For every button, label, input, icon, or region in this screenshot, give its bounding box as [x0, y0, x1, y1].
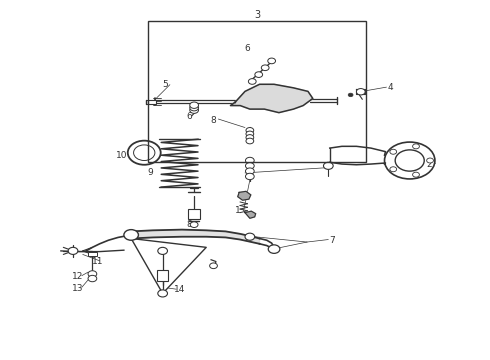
- Text: 8: 8: [186, 220, 192, 229]
- Circle shape: [246, 135, 254, 140]
- Circle shape: [124, 230, 138, 240]
- Circle shape: [245, 163, 254, 169]
- Circle shape: [158, 290, 168, 297]
- Circle shape: [268, 245, 280, 253]
- Circle shape: [356, 89, 365, 95]
- Circle shape: [190, 107, 198, 113]
- Bar: [148, 100, 156, 104]
- Circle shape: [395, 150, 424, 171]
- Circle shape: [210, 263, 218, 269]
- Circle shape: [190, 104, 198, 111]
- Polygon shape: [230, 84, 313, 113]
- Bar: [188, 209, 200, 219]
- Circle shape: [427, 158, 434, 163]
- Circle shape: [245, 168, 254, 174]
- Circle shape: [245, 233, 255, 240]
- Polygon shape: [245, 211, 256, 218]
- Bar: [88, 252, 97, 256]
- Circle shape: [134, 145, 155, 161]
- Circle shape: [68, 247, 78, 255]
- Circle shape: [323, 162, 333, 169]
- Text: 2: 2: [426, 159, 432, 168]
- Text: 1: 1: [235, 206, 241, 215]
- Circle shape: [390, 149, 396, 154]
- Text: 4: 4: [388, 84, 393, 93]
- Text: 9: 9: [147, 168, 153, 177]
- Circle shape: [348, 93, 353, 97]
- Circle shape: [190, 222, 198, 228]
- Circle shape: [245, 173, 254, 180]
- Circle shape: [413, 172, 419, 177]
- Circle shape: [246, 138, 254, 144]
- Circle shape: [261, 65, 269, 71]
- Text: 6: 6: [245, 44, 250, 53]
- Circle shape: [413, 144, 419, 149]
- Text: 12: 12: [72, 272, 84, 281]
- Circle shape: [158, 247, 168, 255]
- Circle shape: [88, 271, 97, 277]
- Circle shape: [245, 157, 254, 164]
- Text: 7: 7: [329, 236, 335, 245]
- Bar: [148, 21, 366, 162]
- Bar: [157, 270, 169, 281]
- Text: 13: 13: [72, 284, 84, 293]
- Text: 11: 11: [92, 257, 103, 266]
- Circle shape: [246, 127, 254, 133]
- Text: 10: 10: [116, 151, 127, 160]
- Circle shape: [248, 78, 256, 84]
- Circle shape: [385, 142, 435, 179]
- Text: 6: 6: [186, 112, 192, 121]
- Circle shape: [268, 58, 275, 64]
- Text: 14: 14: [174, 285, 185, 294]
- Text: 3: 3: [254, 10, 260, 20]
- Text: 5: 5: [162, 80, 168, 89]
- Circle shape: [88, 275, 97, 282]
- Text: 8: 8: [211, 116, 217, 125]
- Circle shape: [255, 72, 263, 77]
- Circle shape: [128, 141, 161, 165]
- Circle shape: [390, 167, 396, 172]
- Circle shape: [246, 131, 254, 137]
- Circle shape: [190, 102, 198, 108]
- Polygon shape: [131, 230, 260, 244]
- Polygon shape: [238, 192, 251, 200]
